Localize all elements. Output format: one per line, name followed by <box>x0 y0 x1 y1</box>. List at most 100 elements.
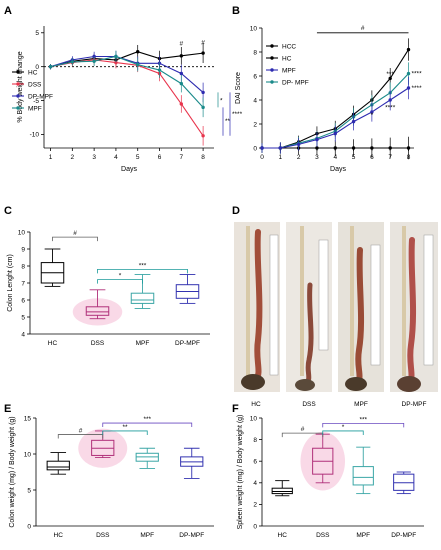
E-y-tick-label: 15 <box>24 415 32 422</box>
B-series-3-point <box>370 110 374 114</box>
F-sig-label: # <box>301 426 305 433</box>
F-y-tick-label: 4 <box>253 480 257 487</box>
A-y-tick-label: 5 <box>35 30 39 37</box>
B-sig-4star-b: **** <box>412 71 423 78</box>
F-category-label: HC <box>278 532 288 539</box>
B-x-tick-label: 0 <box>260 154 264 161</box>
E-sig-bracket <box>57 434 104 439</box>
C-y-tick-label: 10 <box>18 229 26 236</box>
C-category-label: DP-MPF <box>175 340 200 347</box>
A-sig-star: * <box>220 98 223 105</box>
E-y-axis-label: Colon weight (mg) / Body weight (g) <box>9 416 16 527</box>
B-series-3-point <box>333 131 337 136</box>
B-sig-star: * <box>371 112 374 119</box>
A-series-0-line <box>50 51 204 68</box>
A-sig-2star: ** <box>225 118 231 125</box>
A-x-tick-label: 4 <box>114 154 118 161</box>
panel-label-e: E <box>4 403 11 415</box>
B-series-0-point <box>333 146 337 150</box>
B-y-tick-label: 2 <box>253 121 257 128</box>
photo-label-dss: DSS <box>302 401 316 408</box>
A-series-3-point <box>48 64 53 69</box>
B-series-0-point <box>388 146 392 150</box>
C-y-tick-label: 7 <box>21 280 25 287</box>
F-y-tick-label: 8 <box>253 437 257 444</box>
A-x-tick-label: 6 <box>158 154 162 161</box>
photo-label-hc: HC <box>251 401 261 408</box>
A-legend-label: MPF <box>28 105 42 112</box>
B-y-tick-label: 8 <box>253 49 257 56</box>
A-x-tick-label: 1 <box>49 154 53 161</box>
B-y-tick-label: 10 <box>250 25 258 32</box>
A-legend-label: DP-MPF <box>28 93 53 100</box>
F-sig-label: *** <box>359 416 367 423</box>
B-legend-label: MPF <box>282 67 296 74</box>
B-sig-4star-a: **** <box>385 105 396 112</box>
C-y-tick-label: 5 <box>21 314 25 321</box>
E-category-label: MPF <box>140 532 154 539</box>
F-sig-label: * <box>342 424 345 431</box>
B-series-0-point <box>351 146 356 150</box>
F-sig-bracket <box>281 432 324 438</box>
photo-hc <box>234 222 280 392</box>
B-x-tick-label: 2 <box>297 154 301 161</box>
photo-label-mpf: MPF <box>354 401 368 408</box>
F-category-label: MPF <box>356 532 370 539</box>
A-series-0-point <box>136 50 140 54</box>
A-legend-marker <box>16 70 20 74</box>
C-sig-bracket <box>52 236 98 242</box>
B-series-0-point <box>370 146 374 150</box>
B-x-axis-label: Days <box>330 166 346 173</box>
photo-dp-mpf <box>390 222 438 392</box>
E-sig-label: # <box>79 428 83 435</box>
B-x-tick-label: 4 <box>333 154 337 161</box>
A-series-1-point <box>201 134 205 138</box>
C-sig-bracket <box>97 269 188 274</box>
A-legend-label: HC <box>28 69 38 76</box>
F-category-label: DP-MPF <box>391 532 416 539</box>
A-sig-hash-7: # <box>179 41 183 48</box>
B-x-tick-label: 3 <box>315 154 319 161</box>
E-y-tick-label: 0 <box>27 523 31 530</box>
A-series-3-point <box>136 62 140 67</box>
F-box <box>352 466 374 486</box>
C-y-tick-label: 6 <box>21 297 25 304</box>
F-sig-bracket <box>322 430 364 435</box>
A-x-axis-label: Days <box>121 166 137 173</box>
A-series-3-line <box>50 55 204 108</box>
A-y-tick-label: 0 <box>35 64 39 71</box>
B-series-3-point <box>388 98 392 102</box>
A-series-3-point <box>179 81 184 86</box>
F-sig-bracket <box>322 423 405 428</box>
A-x-tick-label: 2 <box>71 154 75 161</box>
E-category-label: DP-MPF <box>179 532 204 539</box>
E-category-label: DSS <box>96 532 110 539</box>
B-legend-marker <box>270 80 274 84</box>
A-x-tick-label: 3 <box>92 154 96 161</box>
A-series-2-point <box>179 71 184 76</box>
panel-label-a: A <box>4 5 12 17</box>
A-series-3-point <box>157 68 162 72</box>
F-y-tick-label: 10 <box>250 415 258 422</box>
photo-mpf <box>338 222 384 392</box>
E-sig-label: ** <box>122 424 128 431</box>
C-category-label: DSS <box>91 340 105 347</box>
E-sig-bracket <box>102 422 193 428</box>
B-y-tick-label: 0 <box>253 145 257 152</box>
B-series-1-point <box>406 47 411 52</box>
B-series-2-point <box>406 71 411 76</box>
B-legend-marker <box>270 44 274 48</box>
E-sig-bracket <box>102 430 148 435</box>
B-x-tick-label: 1 <box>279 154 283 161</box>
E-sig-label: *** <box>143 416 151 423</box>
A-legend-marker <box>16 106 20 110</box>
C-y-tick-label: 8 <box>21 263 25 270</box>
A-x-tick-label: 7 <box>179 154 183 161</box>
B-series-3-point <box>406 86 411 90</box>
A-legend-marker <box>16 94 20 98</box>
panel-label-b: B <box>232 5 240 17</box>
B-legend-label: DP- MPF <box>282 79 309 86</box>
F-box <box>393 473 415 491</box>
A-x-tick-label: 8 <box>201 154 205 161</box>
C-y-tick-label: 4 <box>21 331 25 338</box>
